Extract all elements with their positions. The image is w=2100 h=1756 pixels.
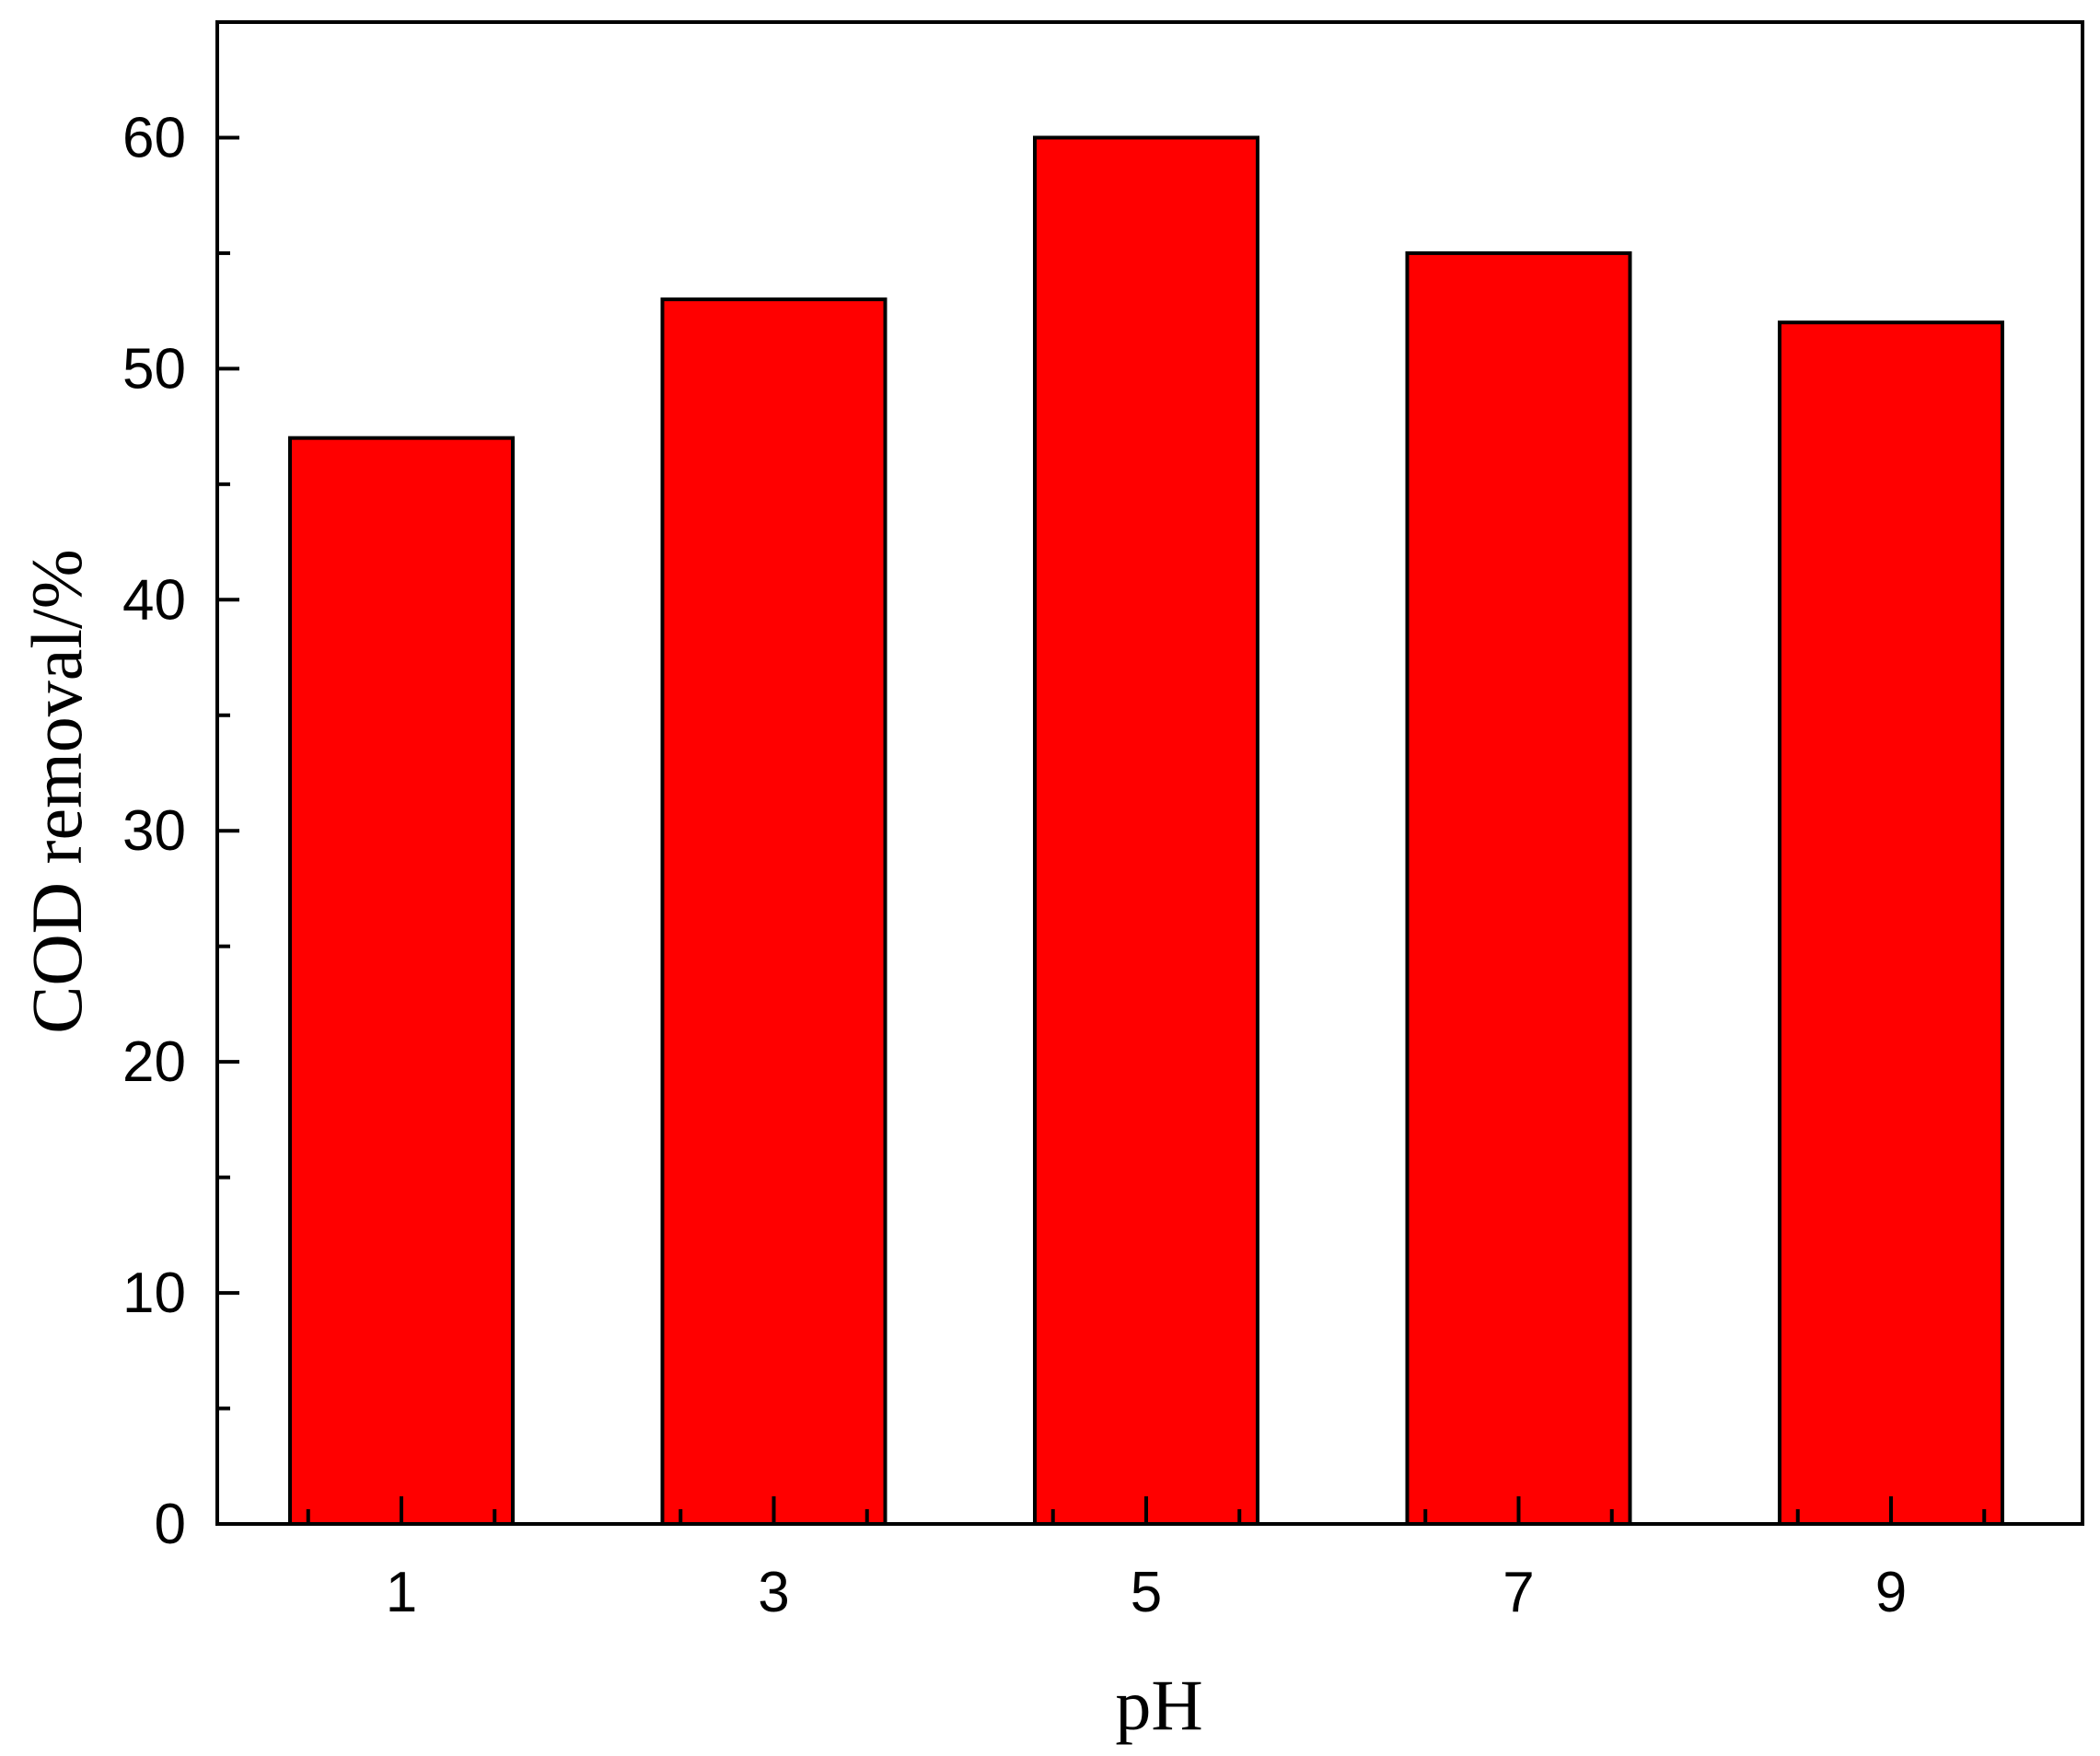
y-tick-label: 30 [122, 799, 186, 863]
bar-pH-5 [1033, 135, 1259, 1526]
x-tick-label: 3 [758, 1561, 789, 1624]
y-tick-label: 40 [122, 568, 186, 632]
y-tick-label: 60 [122, 106, 186, 169]
x-axis-title: pH [1115, 1665, 1202, 1745]
y-tick-label: 50 [122, 337, 186, 401]
x-tick-label: 5 [1131, 1561, 1162, 1624]
x-tick-label: 9 [1875, 1561, 1907, 1624]
ticks-group [217, 20, 1987, 1526]
bar-pH-1 [288, 436, 515, 1527]
y-tick-label: 10 [122, 1262, 186, 1325]
x-tick-label: 7 [1502, 1561, 1534, 1624]
bar-pH-3 [660, 297, 888, 1527]
bar-pH-7 [1405, 250, 1632, 1526]
plot-frame [215, 20, 2084, 1526]
y-axis-title: COD removal/% [17, 549, 97, 1033]
y-tick-label: 0 [155, 1493, 186, 1556]
y-tick-label: 20 [122, 1030, 186, 1094]
bar-pH-9 [1778, 320, 2004, 1527]
tick-labels-group: 0 10 20 30 40 50 60 1 3 5 7 9 [122, 106, 1907, 1624]
bars-group [288, 135, 2004, 1527]
x-tick-label: 1 [386, 1561, 417, 1624]
